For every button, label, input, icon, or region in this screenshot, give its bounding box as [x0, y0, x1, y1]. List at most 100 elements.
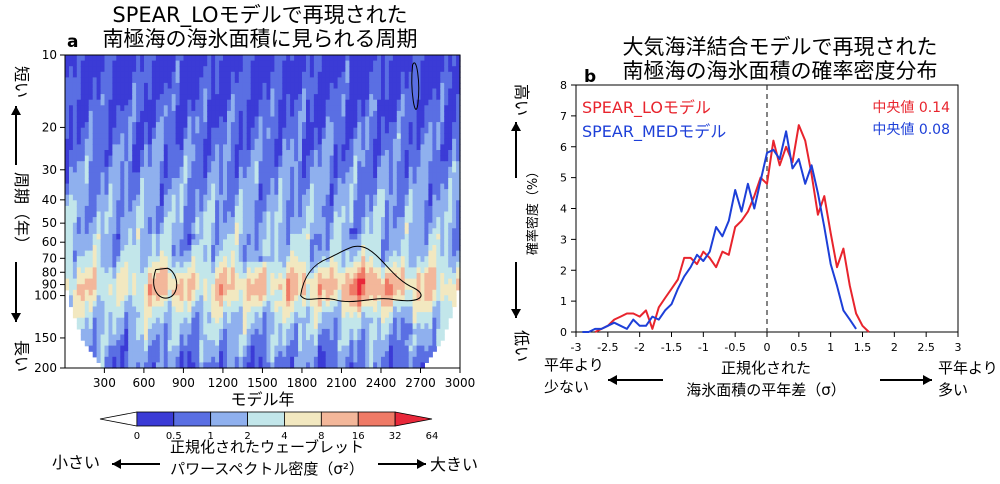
- heatmap-cell: [65, 183, 70, 190]
- heatmap-cell: [199, 116, 204, 123]
- heatmap-cell: [183, 233, 188, 241]
- heatmap-cell: [227, 122, 232, 129]
- heatmap-cell: [294, 239, 299, 246]
- heatmap-cell: [258, 267, 264, 274]
- heatmap-cell: [80, 289, 86, 296]
- heatmap-cell: [313, 194, 319, 201]
- heatmap-cell: [108, 82, 113, 90]
- heatmap-cell: [270, 356, 275, 363]
- heatmap-cell: [250, 300, 256, 308]
- heatmap-cell: [167, 284, 173, 291]
- heatmap-cell: [100, 110, 106, 118]
- heatmap-cell: [215, 94, 220, 101]
- heatmap-cell: [329, 189, 335, 196]
- heatmap-cell: [384, 105, 390, 112]
- heatmap-cell: [128, 312, 133, 319]
- heatmap-cell: [420, 71, 425, 78]
- heatmap-cell: [388, 150, 394, 157]
- heatmap-cell: [294, 189, 299, 196]
- heatmap-cell: [230, 122, 236, 129]
- heatmap-cell: [357, 356, 362, 363]
- heatmap-cell: [124, 82, 129, 90]
- heatmap-cell: [183, 138, 188, 145]
- heatmap-cell: [69, 217, 74, 224]
- heatmap-cell: [120, 222, 125, 229]
- heatmap-cell: [207, 256, 212, 263]
- heatmap-cell: [65, 233, 70, 241]
- heatmap-cell: [175, 211, 181, 218]
- heatmap-cell: [203, 362, 208, 369]
- heatmap-cell: [278, 99, 283, 106]
- heatmap-cell: [215, 233, 220, 241]
- heatmap-cell: [171, 233, 177, 241]
- heatmap-cell: [132, 77, 137, 84]
- heatmap-cell: [302, 200, 307, 207]
- heatmap-cell: [159, 122, 165, 129]
- heatmap-cell: [250, 205, 256, 213]
- heatmap-cell: [282, 161, 287, 168]
- heatmap-cell: [147, 256, 153, 263]
- heatmap-cell: [195, 166, 200, 173]
- heatmap-cell: [317, 205, 323, 213]
- heatmap-cell: [282, 228, 287, 235]
- heatmap-cell: [72, 166, 78, 173]
- heatmap-cell: [88, 155, 94, 162]
- heatmap-cell: [191, 345, 196, 352]
- heatmap-cell: [317, 300, 323, 308]
- heatmap-cell: [400, 155, 406, 162]
- heatmap-cell: [219, 267, 224, 274]
- heatmap-cell: [337, 362, 343, 369]
- heatmap-cell: [179, 261, 185, 268]
- heatmap-cell: [274, 278, 279, 285]
- heatmap-cell: [266, 300, 271, 308]
- heatmap-cell: [341, 138, 346, 145]
- heatmap-cell: [392, 273, 398, 280]
- heatmap-cell: [108, 88, 113, 95]
- heatmap-cell: [155, 133, 161, 140]
- heatmap-cell: [175, 356, 181, 363]
- heatmap-cell: [254, 155, 260, 162]
- heatmap-cell: [183, 127, 188, 134]
- heatmap-cell: [199, 82, 204, 90]
- heatmap-cell: [412, 362, 418, 369]
- heatmap-cell: [333, 295, 339, 302]
- heatmap-cell: [286, 351, 291, 358]
- heatmap-cell: [400, 189, 406, 196]
- heatmap-cell: [155, 300, 161, 308]
- heatmap-cell: [298, 82, 303, 90]
- heatmap-cell: [104, 261, 109, 268]
- heatmap-cell: [290, 77, 295, 84]
- heatmap-cell: [128, 189, 133, 196]
- heatmap-cell: [234, 200, 240, 207]
- heatmap-cell: [302, 239, 307, 246]
- heatmap-cell: [377, 110, 382, 118]
- heatmap-cell: [96, 82, 102, 90]
- heatmap-cell: [183, 295, 188, 302]
- heatmap-cell: [381, 306, 386, 313]
- heatmap-cell: [136, 94, 141, 101]
- heatmap-cell: [69, 239, 74, 246]
- heatmap-cell: [187, 144, 192, 151]
- heatmap-cell: [345, 267, 350, 274]
- heatmap-cell: [234, 289, 240, 296]
- heatmap-cell: [412, 312, 418, 319]
- heatmap-cell: [112, 60, 117, 67]
- heatmap-cell: [223, 295, 228, 302]
- heatmap-cell: [199, 217, 204, 224]
- heatmap-cell: [242, 105, 248, 112]
- heatmap-cell: [207, 362, 212, 369]
- heatmap-cell: [392, 150, 398, 157]
- heatmap-cell: [175, 99, 181, 106]
- heatmap-cell: [104, 317, 109, 324]
- heatmap-cell: [234, 362, 240, 369]
- heatmap-cell: [270, 99, 275, 106]
- heatmap-cell: [325, 116, 331, 123]
- heatmap-cell: [345, 306, 350, 313]
- heatmap-cell: [357, 340, 362, 347]
- heatmap-cell: [187, 328, 192, 336]
- heatmap-cell: [223, 155, 228, 162]
- heatmap-cell: [377, 278, 382, 285]
- heatmap-cell: [337, 328, 343, 336]
- heatmap-cell: [396, 300, 402, 308]
- heatmap-cell: [270, 222, 275, 229]
